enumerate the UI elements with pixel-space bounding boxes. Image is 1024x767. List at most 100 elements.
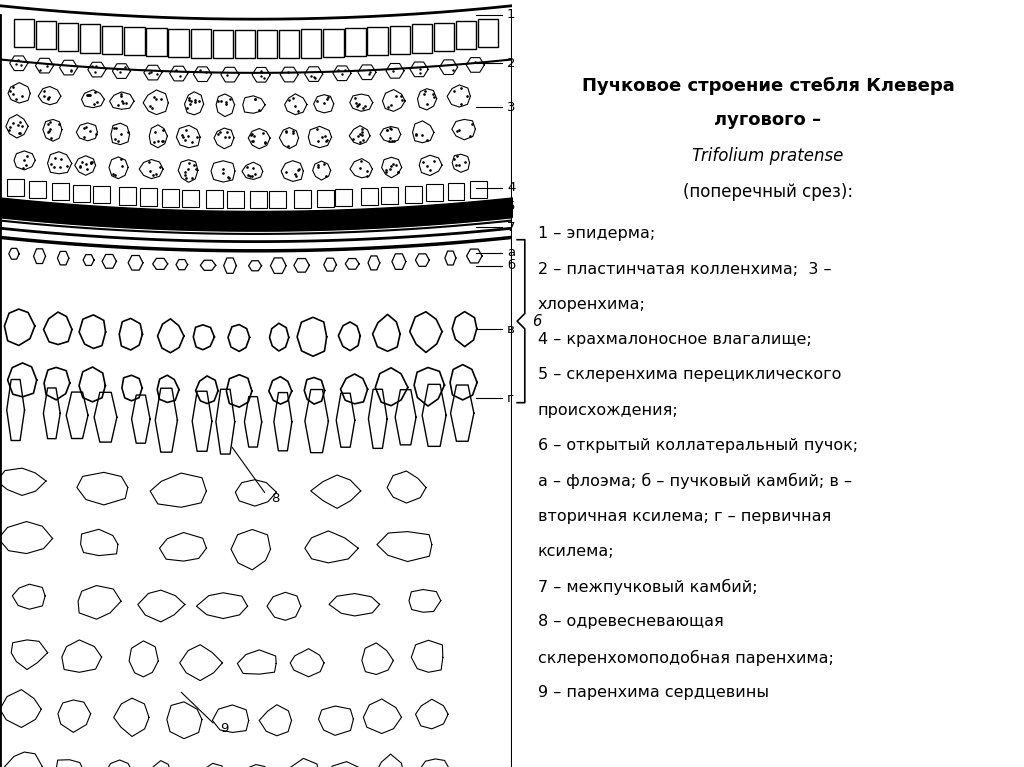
Bar (324, 28, 343, 57)
Polygon shape (128, 255, 143, 270)
Polygon shape (324, 258, 337, 271)
Polygon shape (409, 590, 440, 612)
Text: а – флоэма; б – пучковый камбий; в –: а – флоэма; б – пучковый камбий; в – (538, 473, 852, 489)
Bar (52, 183, 70, 200)
Polygon shape (43, 388, 60, 439)
Polygon shape (59, 61, 78, 75)
Polygon shape (12, 584, 45, 609)
Bar (168, 28, 188, 57)
Polygon shape (179, 645, 222, 680)
Polygon shape (178, 160, 198, 183)
Bar (412, 25, 432, 53)
Bar (182, 190, 199, 207)
Bar (93, 186, 110, 203)
Text: хлоренхима;: хлоренхима; (538, 297, 645, 312)
Polygon shape (270, 258, 286, 273)
Polygon shape (252, 67, 270, 82)
Polygon shape (259, 705, 292, 736)
Text: 1 – эпидерма;: 1 – эпидерма; (538, 226, 655, 242)
Polygon shape (77, 123, 97, 141)
Polygon shape (4, 309, 35, 345)
Polygon shape (382, 157, 401, 178)
Text: 8: 8 (271, 492, 280, 505)
Polygon shape (151, 473, 207, 507)
Polygon shape (285, 759, 318, 767)
Text: 9: 9 (220, 723, 228, 735)
Polygon shape (439, 60, 458, 74)
Bar (279, 30, 299, 58)
Polygon shape (216, 390, 234, 454)
Polygon shape (413, 121, 434, 143)
Polygon shape (197, 593, 248, 618)
Polygon shape (57, 252, 69, 265)
Bar (478, 19, 499, 48)
Bar (470, 181, 487, 198)
Polygon shape (44, 367, 70, 400)
Polygon shape (310, 475, 360, 509)
Polygon shape (231, 529, 270, 570)
Polygon shape (211, 161, 234, 182)
Polygon shape (350, 94, 373, 111)
Polygon shape (223, 258, 237, 273)
Polygon shape (453, 154, 470, 173)
Bar (30, 181, 46, 199)
Text: 1: 1 (507, 8, 515, 21)
Bar (234, 30, 255, 58)
Polygon shape (0, 468, 46, 495)
Polygon shape (78, 585, 121, 619)
Polygon shape (11, 640, 47, 670)
Polygon shape (467, 249, 482, 263)
Polygon shape (382, 90, 406, 111)
Polygon shape (214, 128, 233, 149)
Polygon shape (228, 324, 250, 351)
Polygon shape (170, 66, 187, 81)
Text: г: г (507, 392, 514, 405)
Polygon shape (297, 318, 327, 356)
Polygon shape (138, 590, 185, 622)
Polygon shape (444, 251, 456, 265)
Polygon shape (345, 258, 359, 269)
Polygon shape (79, 315, 105, 348)
Polygon shape (110, 92, 134, 109)
Polygon shape (285, 94, 307, 115)
Polygon shape (451, 364, 477, 400)
Polygon shape (132, 395, 151, 443)
Polygon shape (81, 529, 118, 555)
Polygon shape (111, 123, 130, 145)
Bar (226, 191, 244, 208)
Text: б: б (507, 259, 515, 272)
Polygon shape (104, 760, 134, 767)
Polygon shape (236, 479, 276, 506)
Bar (102, 26, 123, 54)
Polygon shape (375, 754, 403, 767)
Polygon shape (10, 56, 28, 71)
Polygon shape (58, 700, 91, 732)
Polygon shape (395, 390, 416, 445)
Text: 6: 6 (532, 314, 542, 329)
Polygon shape (267, 592, 301, 621)
Polygon shape (216, 94, 234, 117)
Text: в: в (507, 323, 515, 336)
Bar (58, 23, 78, 51)
Text: Пучковое строение стебля Клевера: Пучковое строение стебля Клевера (582, 77, 954, 95)
Polygon shape (114, 698, 150, 736)
Polygon shape (75, 156, 95, 176)
Polygon shape (341, 374, 368, 403)
Polygon shape (167, 702, 202, 739)
Polygon shape (350, 159, 373, 178)
Polygon shape (416, 700, 449, 729)
Polygon shape (0, 522, 52, 554)
Text: 4: 4 (507, 181, 515, 194)
Polygon shape (0, 690, 41, 727)
Polygon shape (67, 392, 88, 439)
Polygon shape (184, 92, 204, 115)
Polygon shape (290, 649, 324, 676)
Polygon shape (280, 127, 299, 149)
Polygon shape (414, 367, 444, 406)
Polygon shape (243, 96, 265, 114)
Text: 3: 3 (507, 100, 515, 114)
Bar (294, 190, 310, 208)
Polygon shape (5, 752, 42, 767)
Polygon shape (416, 254, 429, 266)
Polygon shape (361, 643, 393, 674)
